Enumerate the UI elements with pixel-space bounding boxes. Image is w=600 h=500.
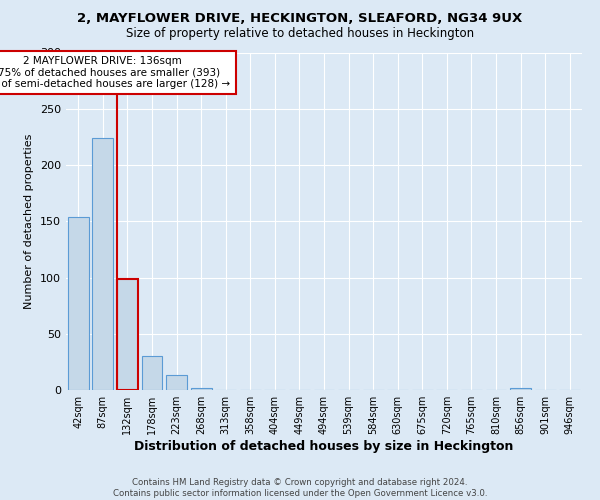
Text: 2, MAYFLOWER DRIVE, HECKINGTON, SLEAFORD, NG34 9UX: 2, MAYFLOWER DRIVE, HECKINGTON, SLEAFORD… — [77, 12, 523, 26]
Bar — [68, 217, 89, 390]
Bar — [510, 388, 531, 390]
Bar — [142, 356, 163, 390]
Bar — [191, 388, 212, 390]
Text: 2 MAYFLOWER DRIVE: 136sqm
← 75% of detached houses are smaller (393)
24% of semi: 2 MAYFLOWER DRIVE: 136sqm ← 75% of detac… — [0, 56, 230, 89]
Text: Contains HM Land Registry data © Crown copyright and database right 2024.
Contai: Contains HM Land Registry data © Crown c… — [113, 478, 487, 498]
Y-axis label: Number of detached properties: Number of detached properties — [25, 134, 34, 309]
Bar — [92, 138, 113, 390]
Bar — [166, 376, 187, 390]
Text: Size of property relative to detached houses in Heckington: Size of property relative to detached ho… — [126, 28, 474, 40]
X-axis label: Distribution of detached houses by size in Heckington: Distribution of detached houses by size … — [134, 440, 514, 453]
Bar — [117, 278, 138, 390]
